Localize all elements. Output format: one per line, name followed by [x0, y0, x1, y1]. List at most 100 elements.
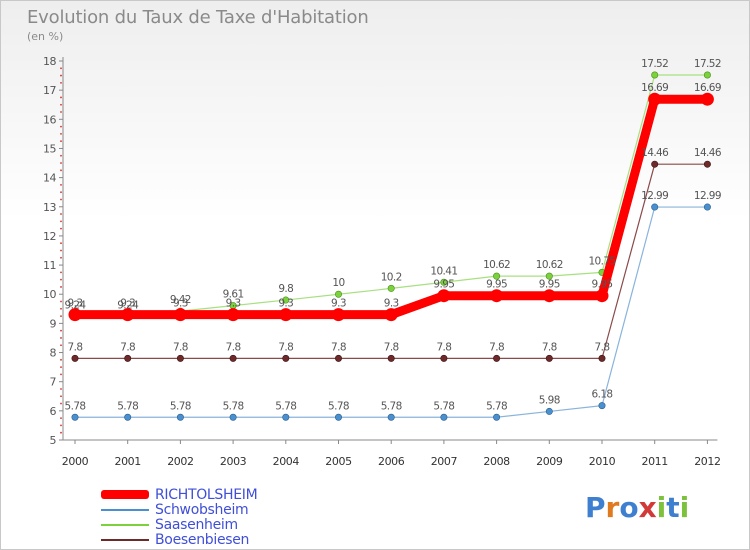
- data-point: [651, 71, 659, 79]
- data-label: 9.61: [223, 289, 244, 301]
- x-tick-label: 2000: [62, 455, 89, 468]
- y-minor-tick: [60, 184, 62, 186]
- legend-item: Saasenheim: [101, 517, 257, 533]
- data-point: [387, 284, 395, 292]
- y-tick-label: 11: [43, 259, 56, 272]
- legend-label: RICHTOLSHEIM: [155, 486, 258, 503]
- x-tick-label: 2012: [694, 455, 720, 468]
- data-point: [651, 203, 659, 211]
- data-label: 14.46: [694, 147, 722, 159]
- data-point: [387, 354, 395, 362]
- y-minor-tick: [60, 242, 62, 245]
- data-point: [332, 308, 345, 322]
- logo-letter: i: [679, 491, 690, 524]
- x-tick-label: 2005: [325, 455, 352, 468]
- y-tick-label: 10: [43, 288, 56, 301]
- y-minor-tick: [60, 125, 62, 128]
- data-label: 9.3: [226, 298, 241, 310]
- y-minor-tick: [60, 417, 62, 420]
- data-label: 5.78: [328, 400, 349, 412]
- data-label: 7.8: [489, 341, 504, 353]
- data-point: [124, 354, 132, 362]
- data-point: [124, 413, 132, 421]
- y-tick-label: 8: [50, 347, 57, 360]
- data-label: 6.18: [592, 389, 613, 401]
- y-minor-tick: [60, 169, 62, 172]
- data-label: 5.78: [381, 400, 402, 412]
- y-minor-tick: [60, 162, 62, 164]
- y-minor-tick: [60, 140, 62, 143]
- data-point: [542, 289, 556, 303]
- data-label: 7.8: [226, 341, 241, 353]
- y-minor-tick: [60, 337, 62, 339]
- data-point: [545, 407, 553, 415]
- y-tick-label: 13: [43, 201, 56, 214]
- data-label: 5.98: [539, 394, 560, 406]
- y-minor-tick: [60, 344, 62, 347]
- data-label: 7.8: [278, 341, 293, 353]
- y-minor-tick: [60, 220, 62, 223]
- y-minor-tick: [60, 227, 62, 230]
- x-tick-label: 2009: [536, 455, 563, 468]
- x-tick-label: 2003: [220, 455, 247, 468]
- data-point: [545, 272, 553, 280]
- data-label: 9.3: [68, 298, 83, 310]
- legend-item: RICHTOLSHEIM: [101, 486, 258, 503]
- legend-swatch: [101, 523, 149, 526]
- data-label: 9.8: [278, 283, 293, 295]
- data-label: 12.99: [641, 190, 668, 202]
- x-tick-label: 2004: [273, 455, 300, 468]
- data-point: [387, 413, 395, 421]
- y-minor-tick: [60, 198, 62, 201]
- logo-letter: i: [656, 491, 667, 524]
- data-label: 10.62: [536, 259, 563, 271]
- data-label: 14.46: [641, 147, 669, 159]
- y-minor-tick: [60, 271, 62, 274]
- y-minor-tick: [60, 213, 62, 215]
- data-point: [700, 92, 714, 106]
- y-tick-label: 6: [50, 405, 57, 418]
- legend-swatch: [101, 538, 149, 541]
- data-label: 9.42: [170, 294, 191, 306]
- y-minor-tick: [60, 388, 62, 390]
- y-minor-tick: [60, 132, 62, 135]
- data-label: 9.95: [486, 279, 507, 291]
- data-label: 5.78: [275, 400, 296, 412]
- x-tick-label: 2007: [431, 455, 458, 468]
- data-point: [440, 354, 448, 362]
- data-point: [282, 354, 290, 362]
- data-label: 9.95: [433, 279, 454, 291]
- data-point: [651, 160, 659, 168]
- data-label: 12.99: [694, 190, 721, 202]
- y-minor-tick: [60, 307, 62, 310]
- data-point: [440, 413, 448, 421]
- data-label: 7.8: [331, 341, 346, 353]
- data-label: 10.75: [588, 255, 615, 267]
- y-tick-label: 12: [43, 230, 56, 243]
- y-minor-tick: [60, 191, 62, 194]
- y-minor-tick: [60, 96, 62, 99]
- y-minor-tick: [60, 358, 62, 361]
- legend: RICHTOLSHEIM Schwobsheim Saasenheim Boes…: [101, 486, 258, 548]
- y-tick-label: 9: [50, 317, 57, 330]
- y-minor-tick: [60, 431, 62, 434]
- y-minor-tick: [60, 154, 62, 157]
- y-minor-tick: [60, 249, 62, 252]
- y-minor-tick: [60, 81, 62, 84]
- data-point: [703, 203, 711, 211]
- data-point: [334, 413, 342, 421]
- data-label: 9.3: [120, 298, 135, 310]
- data-label: 5.78: [170, 400, 191, 412]
- y-minor-tick: [60, 402, 62, 405]
- x-tick-label: 2006: [378, 455, 405, 468]
- data-label: 16.69: [694, 82, 721, 94]
- unit-label: (en %): [27, 30, 64, 43]
- data-label: 7.8: [595, 341, 610, 353]
- y-minor-tick: [60, 300, 62, 303]
- logo-letter: o: [619, 491, 639, 524]
- data-point: [173, 308, 187, 322]
- data-point: [703, 71, 711, 79]
- data-label: 9.3: [278, 298, 293, 310]
- data-label: 7.8: [173, 341, 188, 353]
